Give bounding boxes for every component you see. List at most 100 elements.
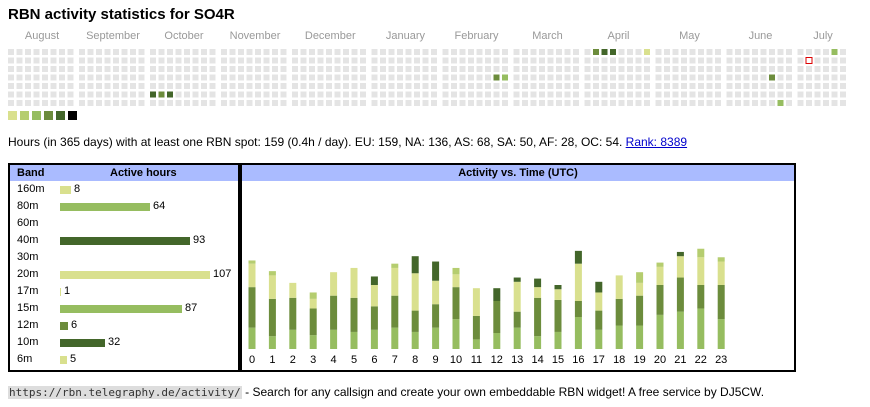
day-cell[interactable] xyxy=(743,66,750,72)
day-cell[interactable] xyxy=(760,57,767,64)
day-cell[interactable] xyxy=(584,74,591,81)
day-cell[interactable] xyxy=(351,91,358,98)
day-cell[interactable] xyxy=(823,49,829,55)
day-cell[interactable] xyxy=(33,74,40,81)
day-cell[interactable] xyxy=(238,91,244,98)
day-cell[interactable] xyxy=(238,57,244,64)
day-cell[interactable] xyxy=(50,83,57,89)
day-cell[interactable] xyxy=(459,57,466,64)
day-cell[interactable] xyxy=(681,83,687,89)
day-cell[interactable] xyxy=(840,100,846,106)
day-cell[interactable] xyxy=(263,74,270,81)
day-cell[interactable] xyxy=(209,91,216,98)
day-cell[interactable] xyxy=(840,49,846,55)
day-cell[interactable] xyxy=(59,49,65,55)
day-cell[interactable] xyxy=(309,49,315,55)
day-cell[interactable] xyxy=(397,66,403,72)
day-cell[interactable] xyxy=(42,83,48,89)
day-cell[interactable] xyxy=(831,74,838,81)
day-cell[interactable] xyxy=(485,91,491,98)
day-cell[interactable] xyxy=(8,74,14,81)
day-cell[interactable] xyxy=(644,57,650,64)
day-cell[interactable] xyxy=(255,83,261,89)
day-cell[interactable] xyxy=(422,100,429,106)
day-cell[interactable] xyxy=(263,100,270,106)
day-cell[interactable] xyxy=(334,74,341,81)
day-cell[interactable] xyxy=(209,57,216,64)
day-cell[interactable] xyxy=(326,91,332,98)
day-cell[interactable] xyxy=(522,91,528,98)
day-cell[interactable] xyxy=(797,91,804,98)
day-cell[interactable] xyxy=(644,83,650,89)
day-cell[interactable] xyxy=(513,66,520,72)
day-cell[interactable] xyxy=(388,100,395,106)
day-cell[interactable] xyxy=(735,66,741,72)
day-cell[interactable] xyxy=(752,49,758,55)
day-cell[interactable] xyxy=(130,66,136,72)
day-cell[interactable] xyxy=(814,91,821,98)
day-cell[interactable] xyxy=(158,100,165,106)
day-cell[interactable] xyxy=(42,57,48,64)
day-cell[interactable] xyxy=(539,74,545,81)
day-cell[interactable] xyxy=(431,91,437,98)
day-cell[interactable] xyxy=(422,66,429,72)
day-cell[interactable] xyxy=(635,91,642,98)
day-cell[interactable] xyxy=(246,66,253,72)
day-cell[interactable] xyxy=(539,57,545,64)
day-cell[interactable] xyxy=(522,83,528,89)
day-cell[interactable] xyxy=(493,57,500,64)
day-cell[interactable] xyxy=(547,83,554,89)
day-cell[interactable] xyxy=(485,49,491,55)
day-cell[interactable] xyxy=(627,83,633,89)
day-cell[interactable] xyxy=(522,74,528,81)
day-cell[interactable] xyxy=(814,100,821,106)
day-cell[interactable] xyxy=(184,57,190,64)
day-cell[interactable] xyxy=(351,49,358,55)
day-cell[interactable] xyxy=(610,66,616,72)
day-cell[interactable] xyxy=(664,74,670,81)
day-cell[interactable] xyxy=(16,74,23,81)
day-cell[interactable] xyxy=(655,100,662,106)
day-cell[interactable] xyxy=(610,83,616,89)
day-cell[interactable] xyxy=(263,57,270,64)
day-cell[interactable] xyxy=(752,100,758,106)
day-cell[interactable] xyxy=(280,100,287,106)
day-cell[interactable] xyxy=(42,74,48,81)
day-cell[interactable] xyxy=(360,91,366,98)
day-cell[interactable] xyxy=(201,74,207,81)
day-cell[interactable] xyxy=(280,74,287,81)
day-cell[interactable] xyxy=(16,66,23,72)
day-cell[interactable] xyxy=(502,49,508,55)
day-cell[interactable] xyxy=(79,74,85,81)
day-cell[interactable] xyxy=(150,83,156,89)
day-cell[interactable] xyxy=(786,100,792,106)
day-cell[interactable] xyxy=(317,49,324,55)
day-cell[interactable] xyxy=(414,91,420,98)
day-cell[interactable] xyxy=(238,74,244,81)
day-cell[interactable] xyxy=(431,74,437,81)
day-cell[interactable] xyxy=(769,91,775,98)
day-cell[interactable] xyxy=(371,100,378,106)
day-cell[interactable] xyxy=(138,49,145,55)
day-cell[interactable] xyxy=(42,66,48,72)
day-cell[interactable] xyxy=(121,66,128,72)
day-cell[interactable] xyxy=(715,74,721,81)
day-cell[interactable] xyxy=(209,49,216,55)
day-cell[interactable] xyxy=(221,74,227,81)
day-cell[interactable] xyxy=(229,91,236,98)
day-cell[interactable] xyxy=(343,49,349,55)
day-cell[interactable] xyxy=(113,66,119,72)
day-cell[interactable] xyxy=(610,74,616,81)
day-cell[interactable] xyxy=(280,49,287,55)
day-cell[interactable] xyxy=(706,49,713,55)
day-cell[interactable] xyxy=(309,66,315,72)
day-cell[interactable] xyxy=(459,83,466,89)
day-cell[interactable] xyxy=(797,83,804,89)
day-cell[interactable] xyxy=(706,100,713,106)
day-cell[interactable] xyxy=(726,91,733,98)
day-cell[interactable] xyxy=(655,74,662,81)
day-cell[interactable] xyxy=(698,57,704,64)
day-cell[interactable] xyxy=(25,91,31,98)
day-cell[interactable] xyxy=(584,91,591,98)
day-cell[interactable] xyxy=(493,100,500,106)
